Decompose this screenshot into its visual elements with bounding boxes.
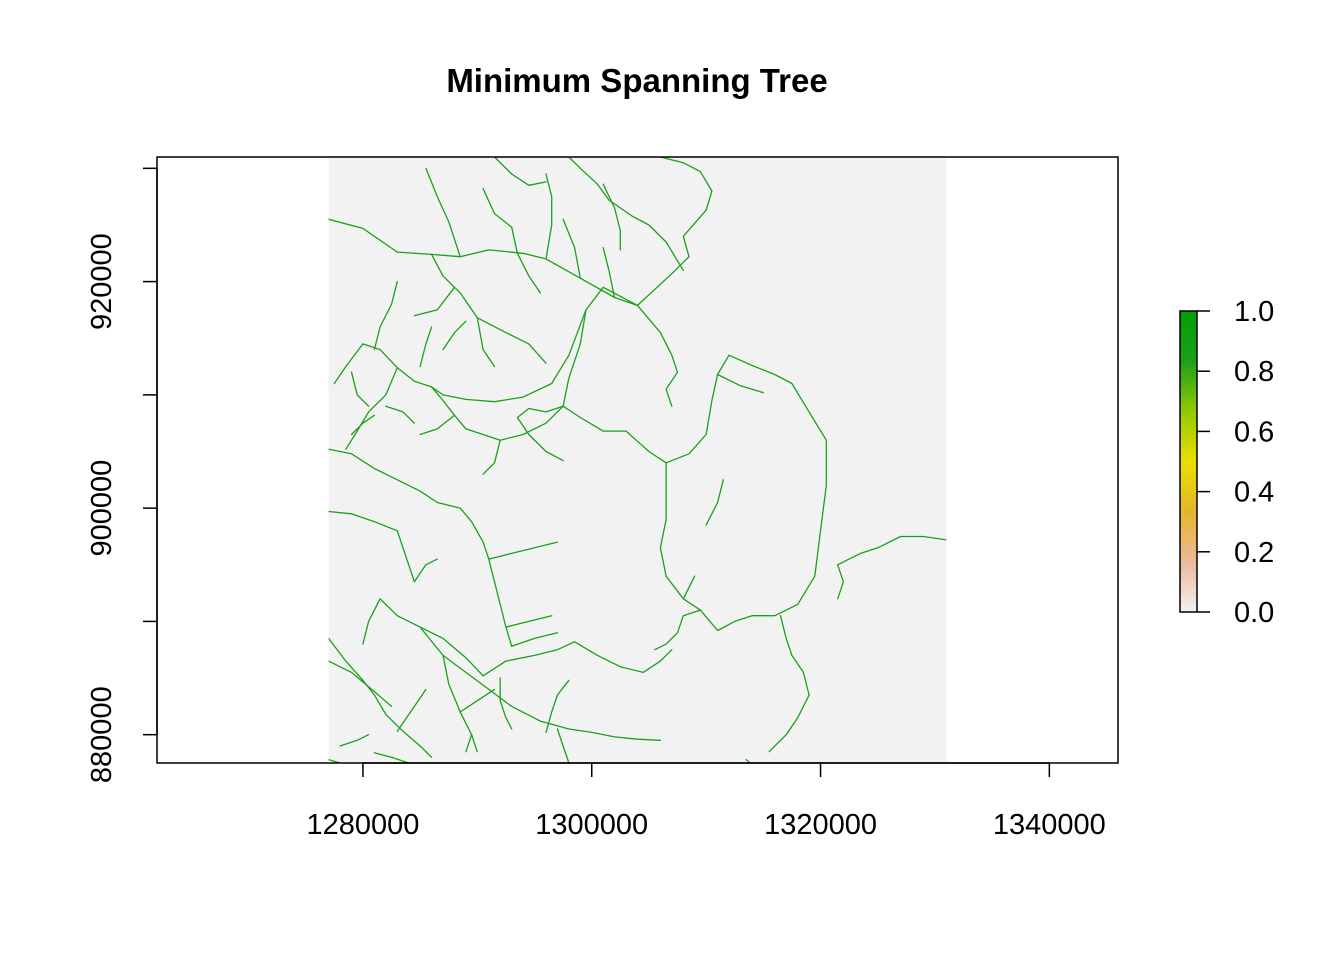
network-edge (602, 246, 616, 299)
x-tick-label: 1280000 (306, 809, 419, 841)
network-edge (465, 734, 473, 753)
network-edge (396, 530, 416, 583)
network-edge (545, 679, 570, 734)
network-edge (379, 598, 484, 677)
network-edge (493, 157, 547, 186)
x-tick-label: 1340000 (993, 809, 1106, 841)
y-tick-label: 900000 (86, 460, 118, 557)
network-edge (837, 535, 902, 566)
y-tick-label: 880000 (86, 686, 118, 783)
network-edge (396, 309, 587, 403)
network-edge (568, 157, 684, 271)
network-edge (573, 641, 644, 674)
network-edge (511, 632, 559, 647)
network-edge (516, 405, 564, 462)
network-edge (328, 660, 393, 708)
network-edge (419, 414, 456, 436)
network-edge (350, 371, 370, 407)
y-axis: 880000 900000 920000 (86, 167, 158, 783)
network-edge (419, 326, 433, 368)
network-edge (396, 688, 427, 732)
network-edge (328, 510, 398, 532)
network-edge (659, 354, 827, 632)
network-edge (654, 609, 702, 651)
network-edge (328, 637, 433, 758)
legend-tick-label: 0.6 (1234, 416, 1274, 448)
network-edge (350, 414, 376, 436)
legend-tick-label: 0.2 (1234, 537, 1274, 569)
network-edge (768, 694, 810, 753)
network-edge (482, 188, 541, 294)
network-edge (430, 386, 667, 464)
legend-tick-label: 0.0 (1234, 597, 1274, 629)
network-edge (362, 598, 381, 645)
network-edge (642, 649, 673, 674)
legend-tick-label: 0.8 (1234, 356, 1274, 388)
network-edge (459, 688, 496, 713)
network-edge (602, 183, 621, 251)
chart-title: Minimum Spanning Tree (446, 62, 827, 99)
network-edge (442, 320, 467, 351)
network-edge (413, 286, 456, 317)
network-edge (705, 479, 724, 526)
raster-background (328, 157, 947, 763)
network-edge (562, 343, 581, 407)
network-edge (505, 615, 553, 628)
network-edge (328, 218, 639, 307)
y-tick-label: 920000 (86, 233, 118, 330)
network-edge (476, 317, 496, 368)
network-edge (866, 769, 900, 775)
x-tick-label: 1300000 (535, 809, 648, 841)
network-edge (545, 173, 553, 260)
network-edge (419, 626, 662, 741)
network-edge (837, 564, 845, 600)
network-edge (373, 752, 410, 763)
network-edge (345, 367, 398, 450)
network-edge (482, 439, 501, 475)
plot-area (156, 156, 1119, 775)
network-edge (899, 535, 947, 541)
network-edge (328, 448, 438, 504)
network-edge (425, 167, 461, 258)
network-edge (373, 280, 398, 351)
x-tick-label: 1320000 (764, 809, 877, 841)
network-edge (556, 728, 570, 763)
network-edge (488, 541, 559, 560)
network-edge (385, 405, 416, 424)
network-edge (579, 286, 639, 345)
legend-tick-label: 1.0 (1234, 296, 1274, 328)
network-edge (333, 343, 398, 385)
network-edge (682, 575, 696, 600)
network-edge (716, 373, 764, 394)
x-axis: 1280000 1300000 1320000 1340000 (306, 762, 1106, 841)
network-edge (499, 677, 513, 730)
network-edge (339, 734, 370, 747)
network-edge (482, 641, 576, 677)
color-legend: 0.0 0.2 0.4 0.6 0.8 1.0 (1179, 296, 1274, 629)
legend-colorbar (1179, 310, 1198, 613)
network-edge (636, 157, 713, 307)
legend-tick-label: 0.4 (1234, 477, 1274, 509)
network-edge (636, 304, 679, 407)
spanning-tree-network (328, 157, 947, 775)
network-edge (562, 218, 581, 279)
network-edge (779, 615, 810, 696)
network-edge (413, 558, 438, 583)
